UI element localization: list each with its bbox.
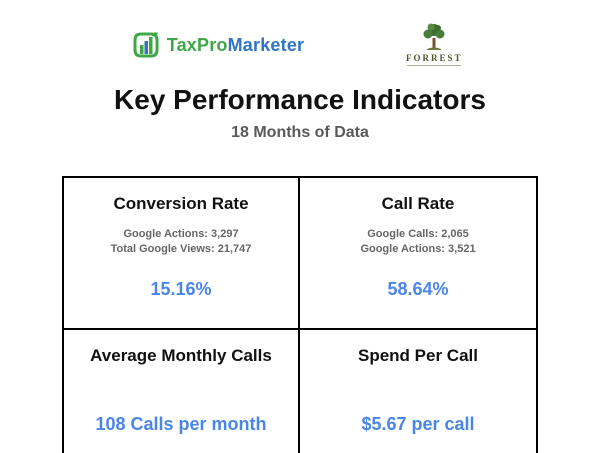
kpi-value: 15.16% — [150, 279, 212, 299]
kpi-stat-line: Total Google Views: 21,747 — [110, 243, 252, 255]
page-subtitle: 18 Months of Data — [231, 124, 369, 141]
kpi-table: Conversion Rate Google Actions: 3,297 To… — [62, 176, 538, 453]
taxpromarketer-logo: TaxProMarketer — [131, 30, 305, 60]
kpi-value: $5.67 per call — [361, 414, 475, 434]
kpi-value: 58.64% — [387, 279, 449, 299]
kpi-stats: Google Calls: 2,065 Google Actions: 3,52… — [360, 227, 475, 257]
kpi-cell-average-monthly-calls: Average Monthly Calls 108 Calls per mont… — [64, 330, 300, 453]
kpi-stats: Google Actions: 3,297 Total Google Views… — [111, 227, 252, 257]
kpi-cell-call-rate: Call Rate Google Calls: 2,065 Google Act… — [300, 178, 536, 330]
kpi-stat-line: Google Actions: 3,521 — [360, 243, 476, 255]
header: TaxProMarketer FORREST — [0, 22, 600, 68]
kpi-stat-line: Google Calls: 2,065 — [367, 228, 469, 240]
kpi-cell-spend-per-call: Spend Per Call $5.67 per call — [300, 330, 536, 453]
kpi-title: Conversion Rate — [113, 194, 249, 213]
kpi-cell-conversion-rate: Conversion Rate Google Actions: 3,297 To… — [64, 178, 300, 330]
taxpromarketer-chart-icon — [133, 32, 159, 58]
kpi-title: Average Monthly Calls — [90, 346, 272, 365]
brand-part-taxpro: TaxPro — [166, 34, 228, 55]
brand-part-marketer: Marketer — [227, 34, 305, 55]
page-title: Key Performance Indicators — [114, 84, 486, 115]
forrest-tagline-rule — [407, 65, 462, 68]
kpi-title: Call Rate — [381, 194, 455, 213]
forrest-logo: FORREST — [399, 22, 469, 68]
kpi-stat-line: Google Actions: 3,297 — [123, 228, 239, 240]
forrest-wordmark: FORREST — [406, 53, 463, 63]
tree-icon — [423, 23, 445, 50]
kpi-value: 108 Calls per month — [95, 414, 267, 434]
taxpromarketer-wordmark: TaxProMarketer — [167, 35, 305, 56]
kpi-title: Spend Per Call — [358, 346, 478, 365]
